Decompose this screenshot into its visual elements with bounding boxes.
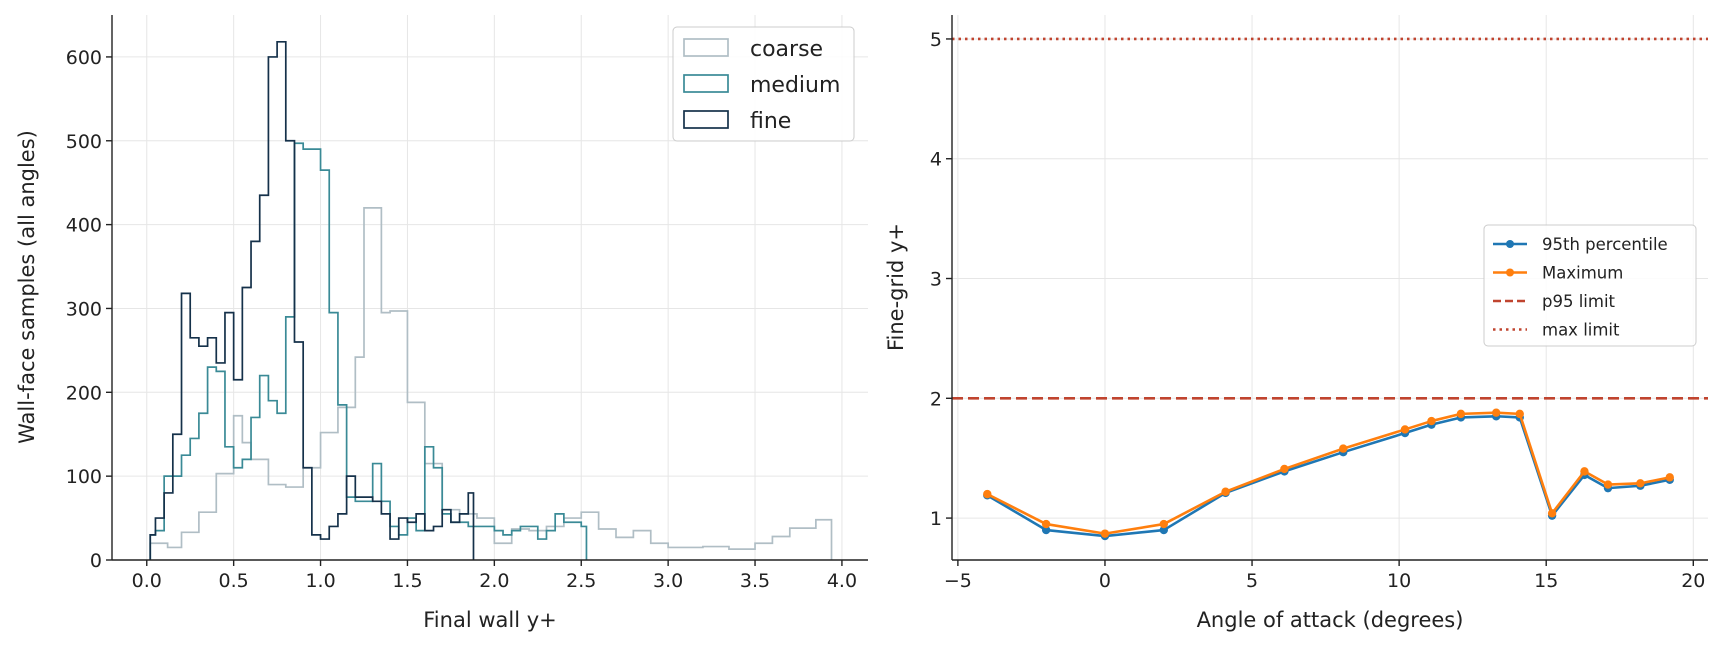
line-y-label: Fine-grid y+: [884, 223, 908, 351]
point-95th-percentile: [1159, 525, 1168, 535]
line-legend-frame: [1483, 224, 1697, 347]
y-tick-label: 200: [66, 382, 102, 404]
legend-label-max-limit: max limit: [1542, 321, 1620, 340]
histogram-axes: [111, 15, 868, 561]
legend-marker-Maximum: [1506, 268, 1514, 277]
legend-label-95th-percentile: 95th percentile: [1542, 235, 1668, 254]
line-panel: −5 0 5 10 15 20 1 2 3 4 5 Angle of attack (degree…: [884, 15, 1708, 632]
point-Maximum: [1492, 408, 1501, 417]
point-Maximum: [1159, 519, 1168, 529]
x-tick-label: 10: [1387, 570, 1411, 592]
line-axes: [951, 15, 1708, 561]
y-tick-label: 4: [930, 149, 942, 171]
line-x-label: Angle of attack (degrees): [1197, 608, 1464, 632]
histogram-grid: [112, 15, 868, 561]
y-tick-label: 2: [930, 388, 942, 410]
histogram-x-label: Final wall y+: [423, 608, 557, 632]
point-Maximum: [1280, 464, 1289, 474]
legend-label-fine: fine: [750, 109, 791, 134]
point-Maximum: [1100, 529, 1110, 538]
x-tick-label: 2.5: [566, 570, 596, 592]
point-Maximum: [1427, 416, 1436, 426]
x-tick-label: 1.0: [305, 570, 335, 592]
histogram-medium: [149, 142, 588, 560]
line-series: [983, 408, 1674, 541]
point-Maximum: [1580, 467, 1589, 476]
histogram-y-ticks: 0 100 200 300 400 500 600: [66, 47, 112, 572]
point-Maximum: [983, 489, 992, 499]
point-Maximum: [1547, 509, 1557, 518]
point-Maximum: [1603, 480, 1613, 489]
legend-marker-95th-percentile: [1506, 240, 1514, 248]
y-tick-label: 3: [930, 269, 942, 291]
histogram-series: [149, 40, 833, 560]
histogram-panel: 0.0 0.5 1.0 1.5 2.0 2.5 3.0 3.5 4.0 0 100 200 300 40…: [15, 15, 868, 632]
y-tick-label: 100: [66, 466, 102, 488]
legend-swatch-coarse: [683, 38, 729, 57]
histogram-coarse: [149, 206, 833, 560]
point-Maximum: [1515, 409, 1524, 419]
x-tick-label: 5: [1246, 570, 1258, 592]
line-legend: 95th percentile Maximum p95 limit max limit: [1483, 224, 1697, 347]
legend-label-p95-limit: p95 limit: [1542, 292, 1616, 311]
line-Maximum: [986, 411, 1671, 535]
histogram-x-ticks: 0.0 0.5 1.0 1.5 2.0 2.5 3.0 3.5 4.0: [132, 560, 857, 592]
line-y-ticks: 1 2 3 4 5: [930, 29, 952, 530]
point-Maximum: [1665, 473, 1674, 482]
legend-swatch-medium: [683, 74, 729, 93]
point-Maximum: [1456, 409, 1466, 419]
x-tick-label: 20: [1681, 570, 1705, 592]
legend-label-coarse: coarse: [750, 37, 823, 62]
x-tick-label: 0.5: [219, 570, 249, 592]
point-Maximum: [1636, 479, 1645, 488]
point-Maximum: [1221, 487, 1230, 496]
x-tick-label: 0.0: [132, 570, 162, 592]
histogram-y-label: Wall-face samples (all angles): [15, 130, 39, 444]
x-tick-label: 3.0: [653, 570, 683, 592]
y-tick-label: 600: [66, 47, 102, 69]
point-Maximum: [1400, 425, 1410, 434]
x-tick-label: 4.0: [827, 570, 857, 592]
x-tick-label: 3.5: [740, 570, 770, 592]
y-tick-label: 5: [930, 29, 942, 51]
legend-label-Maximum: Maximum: [1542, 264, 1623, 283]
x-tick-label: 2.0: [479, 570, 509, 592]
point-Maximum: [1041, 519, 1051, 529]
legend-swatch-fine: [683, 110, 729, 129]
line-x-ticks: −5 0 5 10 15 20: [944, 560, 1705, 592]
x-tick-label: 1.5: [392, 570, 422, 592]
x-tick-label: 15: [1534, 570, 1558, 592]
x-tick-label: −5: [944, 570, 972, 592]
y-tick-label: 0: [90, 550, 102, 572]
y-tick-label: 1: [930, 508, 942, 530]
histogram-fine: [149, 40, 475, 560]
y-tick-label: 500: [66, 131, 102, 153]
x-tick-label: 0: [1099, 570, 1111, 592]
y-tick-label: 400: [66, 215, 102, 237]
point-Maximum: [1339, 444, 1348, 453]
limit-lines: [952, 37, 1708, 400]
y-tick-label: 300: [66, 298, 102, 320]
legend-label-medium: medium: [750, 73, 840, 98]
point-95th-percentile: [1041, 525, 1051, 535]
histogram-legend: coarse medium fine: [672, 26, 855, 142]
